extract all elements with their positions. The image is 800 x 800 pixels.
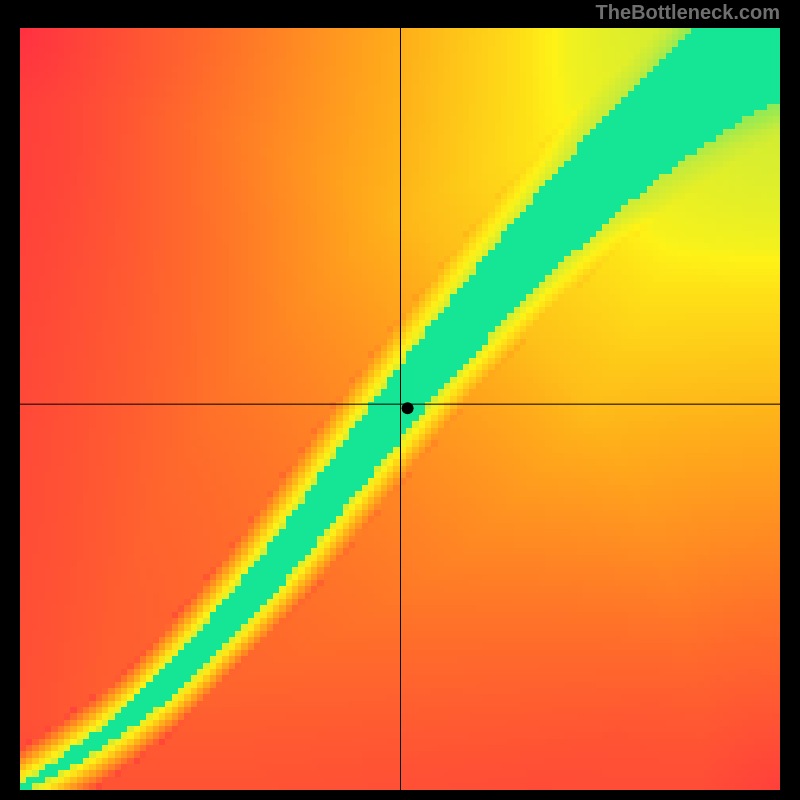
bottleneck-heatmap [20,28,780,790]
root-frame: TheBottleneck.com [0,0,800,800]
watermark-text: TheBottleneck.com [596,2,780,25]
